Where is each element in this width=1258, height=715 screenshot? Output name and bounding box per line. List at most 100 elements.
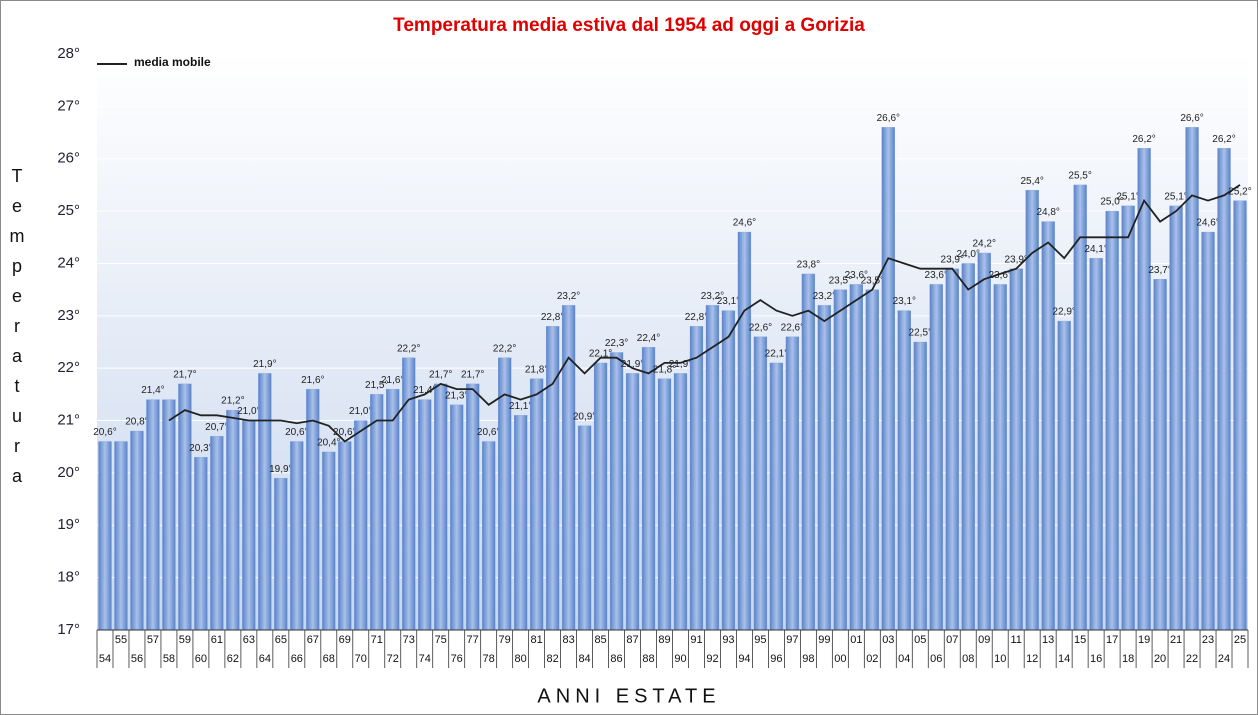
bar [98,441,112,631]
bar [418,399,432,631]
y-tick-label: 22° [57,359,80,376]
x-tick-label: 86 [610,653,622,665]
bar [370,394,384,631]
bar [865,289,879,631]
x-tick-label: 98 [802,653,814,665]
value-label: 20,7° [205,422,228,433]
value-label: 23,5° [829,275,852,286]
bar [1233,200,1247,631]
bar [1137,148,1151,631]
value-label: 24,6° [1196,218,1219,229]
value-label: 25,2° [1228,186,1251,197]
bar [322,451,336,631]
x-tick-label: 69 [339,634,351,646]
bar [242,420,256,631]
value-label: 21,1° [509,401,532,412]
bar [929,284,943,631]
bar [290,441,304,631]
x-tick-label: 96 [770,653,782,665]
value-label: 23,5° [861,275,884,286]
x-tick-label: 54 [99,653,111,665]
y-tick-label: 25° [57,202,80,219]
bar [657,378,672,631]
bar [881,127,895,631]
value-label: 21,0° [237,406,260,417]
x-tick-label: 20 [1154,653,1166,665]
bar [338,441,352,631]
x-tick-label: 13 [1042,634,1054,646]
bar [753,336,768,631]
value-label: 26,2° [1132,134,1155,145]
bar [162,399,176,631]
x-tick-label: 76 [451,653,463,665]
x-tick-label: 58 [163,653,175,665]
value-label: 25,1° [1116,191,1139,202]
x-tick-label: 75 [435,634,447,646]
bar [1169,205,1183,631]
bar [689,326,704,631]
value-label: 23,1° [717,296,740,307]
value-label: 20,9° [573,411,596,422]
bar [641,347,656,631]
bar [785,336,800,631]
y-tick-label: 18° [57,569,80,586]
x-tick-label: 23 [1202,634,1214,646]
value-label: 24,8° [1036,207,1059,218]
x-tick-label: 61 [211,634,223,646]
bar [737,231,752,631]
x-tick-label: 71 [371,634,383,646]
value-label: 22,2° [493,343,516,354]
value-label: 21,4° [141,385,164,396]
legend-label: media mobile [134,55,211,69]
x-tick-label: 09 [978,634,990,646]
x-tick-label: 77 [467,634,479,646]
value-label: 23,8° [797,260,820,271]
value-label: 21,6° [301,375,324,386]
bar [354,420,368,631]
value-label: 22,8° [685,312,708,323]
bar [498,357,512,631]
bar [897,310,911,631]
x-tick-label: 78 [483,653,495,665]
x-tick-label: 64 [259,653,271,665]
x-tick-label: 85 [594,634,606,646]
x-tick-label: 25 [1234,634,1246,646]
bar [625,373,640,631]
bar [593,362,608,631]
x-tick-label: 84 [578,653,590,665]
bar [545,326,560,631]
x-tick-label: 82 [546,653,558,665]
value-label: 21,4° [413,385,436,396]
x-tick-label: 18 [1122,653,1134,665]
x-tick-label: 06 [930,653,942,665]
bar [849,284,863,631]
value-label: 21,2° [221,396,244,407]
x-tick-label: 05 [914,634,926,646]
value-label: 21,6° [381,375,404,386]
bar [194,457,208,631]
value-label: 22,8° [541,312,564,323]
x-tick-label: 89 [658,634,670,646]
x-tick-label: 92 [706,653,718,665]
bar [913,341,927,631]
x-tick-label: 93 [722,634,734,646]
value-label: 20,3° [189,443,212,454]
x-tick-label: 74 [419,653,431,665]
value-label: 25,4° [1020,176,1043,187]
bar [1185,127,1199,631]
x-tick-label: 16 [1090,653,1102,665]
plot-area [97,54,1248,630]
x-tick-label: 21 [1170,634,1182,646]
bar [769,362,784,631]
x-tick-label: 10 [994,653,1006,665]
value-label: 26,2° [1212,134,1235,145]
value-label: 25,0° [1100,197,1123,208]
x-tick-label: 17 [1106,634,1118,646]
bar [609,352,624,631]
value-label: 21,5° [365,380,388,391]
x-tick-label: 19 [1138,634,1150,646]
bar [945,268,959,631]
value-label: 22,2° [397,343,420,354]
bar [513,415,528,631]
